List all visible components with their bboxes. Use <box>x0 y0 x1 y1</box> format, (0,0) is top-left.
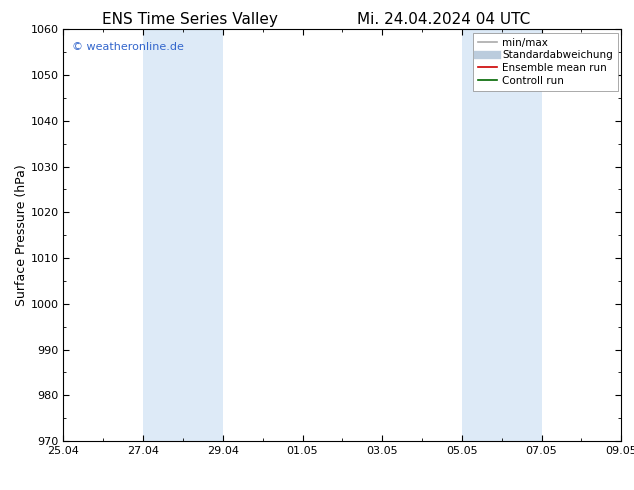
Text: Mi. 24.04.2024 04 UTC: Mi. 24.04.2024 04 UTC <box>357 12 531 27</box>
Text: ENS Time Series Valley: ENS Time Series Valley <box>102 12 278 27</box>
Bar <box>462 29 541 441</box>
Text: © weatheronline.de: © weatheronline.de <box>72 42 184 52</box>
Legend: min/max, Standardabweichung, Ensemble mean run, Controll run: min/max, Standardabweichung, Ensemble me… <box>473 32 618 91</box>
Y-axis label: Surface Pressure (hPa): Surface Pressure (hPa) <box>15 164 28 306</box>
Bar <box>143 29 223 441</box>
